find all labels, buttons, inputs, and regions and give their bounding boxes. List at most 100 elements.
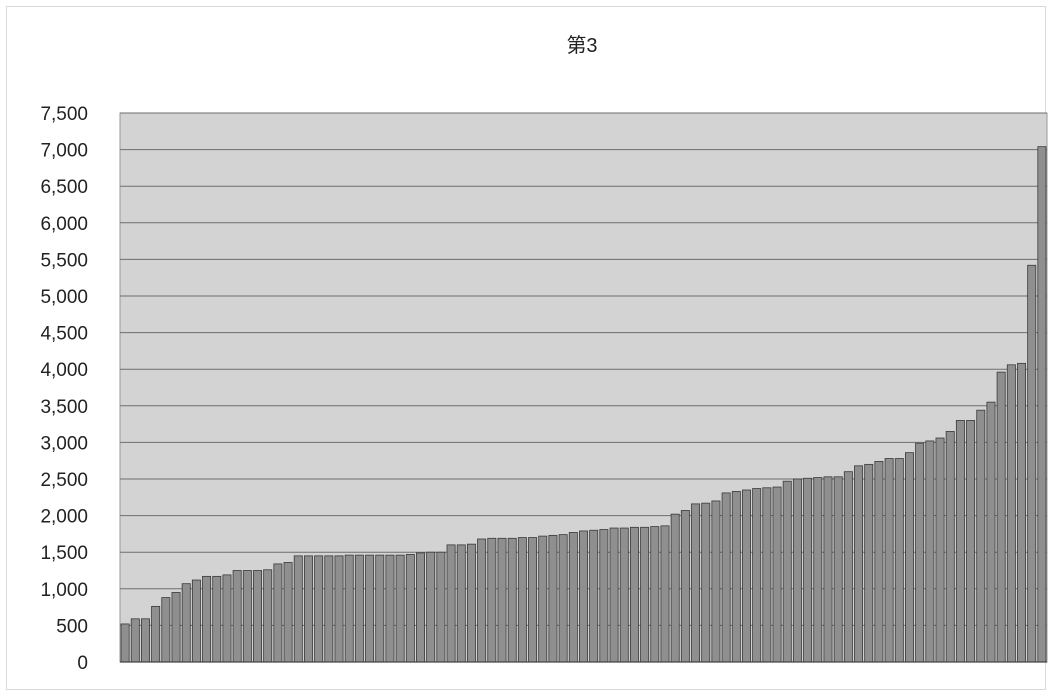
bar xyxy=(650,526,660,663)
y-tick-label: 4,500 xyxy=(40,324,88,345)
bar xyxy=(253,570,262,663)
bar xyxy=(528,537,538,663)
bar xyxy=(365,554,375,663)
bar xyxy=(619,527,629,663)
y-tick-label: 6,000 xyxy=(40,214,88,235)
y-tick-label: 3,500 xyxy=(40,397,88,418)
y-tick-label: 4,000 xyxy=(40,360,88,381)
bar xyxy=(548,534,558,663)
bar xyxy=(303,555,313,663)
y-tick-label: 0 xyxy=(77,653,88,674)
bar xyxy=(517,537,527,663)
y-tick-label: 2,000 xyxy=(40,507,88,528)
bar xyxy=(191,579,201,663)
y-tick-label: 2,500 xyxy=(40,470,88,491)
bar xyxy=(823,476,833,663)
bar xyxy=(232,570,242,663)
bar xyxy=(711,500,721,663)
bar xyxy=(293,555,303,663)
bar xyxy=(140,618,150,663)
bar xyxy=(589,529,599,663)
bar xyxy=(334,555,344,663)
bar xyxy=(263,569,273,663)
bar xyxy=(976,409,986,663)
bar xyxy=(609,527,619,663)
bar xyxy=(344,554,354,663)
y-tick-label: 6,500 xyxy=(40,177,88,198)
y-axis-tick-labels: 0 500 1,000 1,500 2,000 2,500 3,000 3,500 4,000 4… xyxy=(40,104,88,674)
y-tick-label: 1,000 xyxy=(40,580,88,601)
bar xyxy=(1027,264,1037,663)
bar xyxy=(1006,364,1016,663)
bar xyxy=(955,420,965,663)
bar xyxy=(813,477,823,663)
bar xyxy=(792,478,802,663)
bar xyxy=(629,526,639,663)
bar xyxy=(925,440,935,663)
bar xyxy=(772,486,782,663)
bar xyxy=(833,476,843,663)
bar xyxy=(181,583,191,663)
bar xyxy=(283,562,293,663)
y-tick-label: 3,000 xyxy=(40,433,88,454)
bar xyxy=(222,574,232,663)
bar xyxy=(426,551,436,663)
y-tick-label: 7,000 xyxy=(40,141,88,162)
bar xyxy=(966,420,976,663)
bar xyxy=(935,437,945,663)
bar xyxy=(436,551,446,663)
y-tick-label: 500 xyxy=(56,616,88,637)
bar xyxy=(660,525,670,663)
bar xyxy=(579,530,588,663)
bar xyxy=(416,552,425,663)
bar xyxy=(640,526,650,663)
bar xyxy=(507,537,517,663)
bar xyxy=(915,442,925,663)
bar xyxy=(558,534,568,663)
bar xyxy=(701,502,711,663)
bar xyxy=(752,488,762,663)
y-tick-label: 1,500 xyxy=(40,543,88,564)
bar xyxy=(874,461,884,663)
bar xyxy=(151,605,161,663)
bar xyxy=(446,544,456,663)
bar xyxy=(864,463,874,663)
bar xyxy=(905,452,914,663)
bar xyxy=(731,491,741,663)
bar xyxy=(568,532,578,663)
bar xyxy=(986,401,996,663)
bar xyxy=(314,555,324,663)
bar xyxy=(680,510,690,663)
bar xyxy=(803,477,813,663)
bar xyxy=(1037,146,1047,663)
bar xyxy=(1017,362,1027,663)
chart-title: 第3 xyxy=(566,34,597,57)
bar xyxy=(721,492,731,663)
bar xyxy=(996,371,1006,663)
y-tick-label: 7,500 xyxy=(40,104,88,125)
bar xyxy=(477,538,487,663)
bar xyxy=(161,597,171,663)
bar xyxy=(395,554,405,663)
bar xyxy=(497,537,507,663)
bar xyxy=(242,570,252,663)
y-tick-label: 5,500 xyxy=(40,250,88,271)
bar xyxy=(945,431,955,663)
bar xyxy=(273,563,283,663)
bar xyxy=(894,458,904,663)
bar xyxy=(691,503,701,663)
bar xyxy=(212,575,222,663)
bar xyxy=(202,575,212,663)
bar xyxy=(405,554,415,663)
bar xyxy=(884,458,894,663)
bar xyxy=(538,535,548,663)
y-tick-label: 5,000 xyxy=(40,287,88,308)
bar xyxy=(742,489,751,663)
bar xyxy=(762,487,772,663)
bar xyxy=(385,554,395,663)
bar xyxy=(456,544,466,663)
bar xyxy=(375,554,385,663)
bar xyxy=(599,529,609,663)
bar xyxy=(130,618,140,663)
